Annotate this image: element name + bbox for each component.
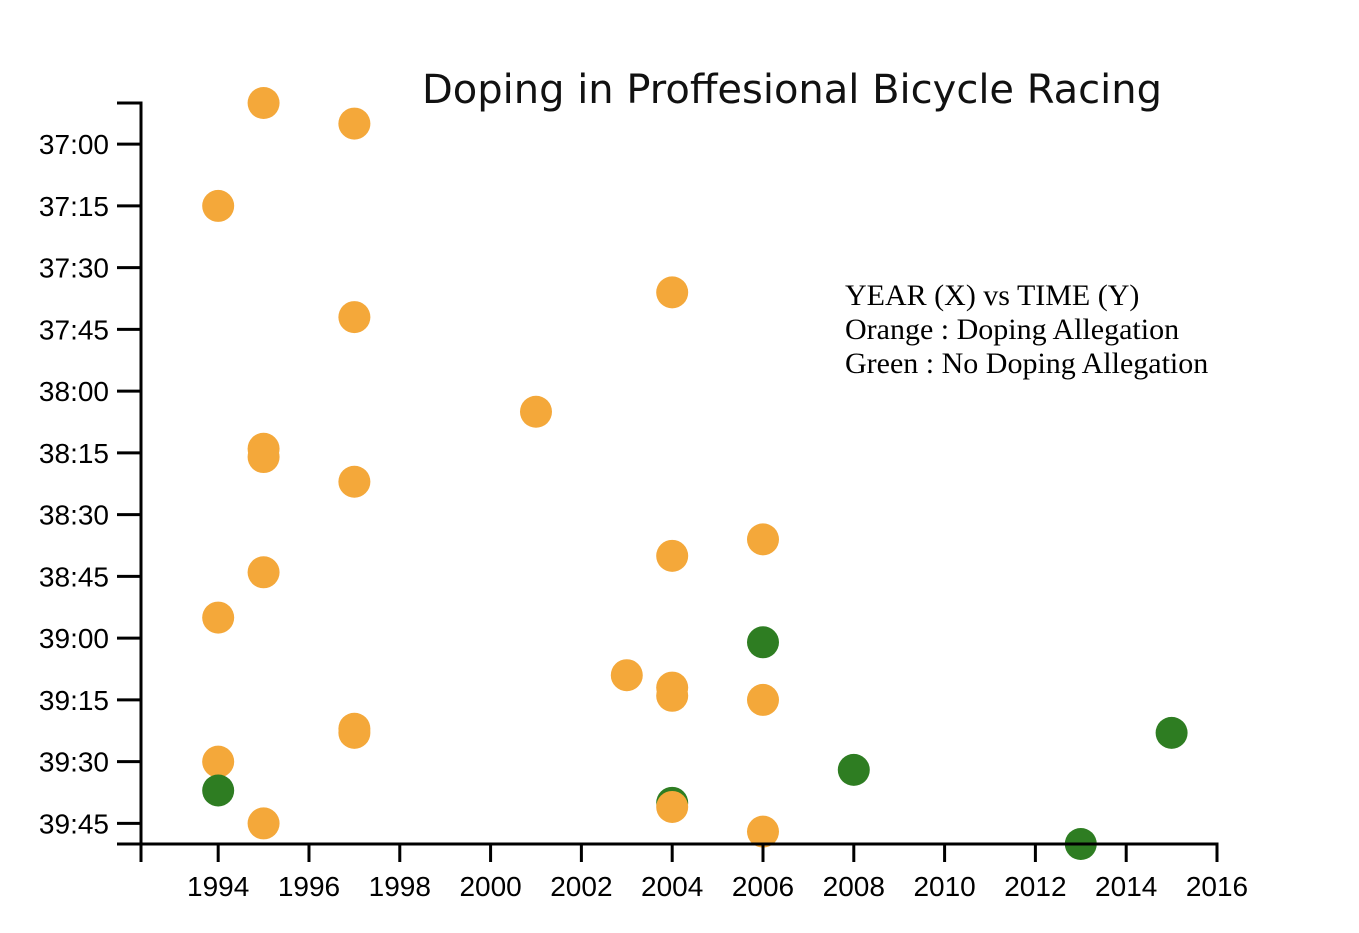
x-tick-label: 2008 — [823, 871, 885, 902]
y-axis: 37:00 37:15 37:30 37:45 38:00 38:15 38:30 38:45… — [39, 101, 143, 846]
y-tick-label: 38:45 — [39, 561, 109, 592]
legend-line-1: YEAR (X) vs TIME (Y) — [845, 279, 1139, 312]
data-point — [746, 815, 779, 848]
data-point — [656, 679, 689, 712]
y-tick-label: 38:15 — [39, 438, 109, 469]
y-tick-label: 39:15 — [39, 685, 109, 716]
y-axis-line — [117, 101, 143, 846]
legend-line-2: Orange : Doping Allegation — [845, 313, 1179, 346]
y-tick-label: 39:30 — [39, 747, 109, 778]
data-point — [247, 441, 280, 474]
points-layer — [202, 87, 1188, 860]
x-tick-label: 2006 — [732, 871, 794, 902]
x-tick-label: 2004 — [641, 871, 703, 902]
x-tick-label: 1996 — [278, 871, 340, 902]
data-point — [1155, 716, 1188, 749]
legend-line-3: Green : No Doping Allegation — [845, 347, 1208, 380]
data-point — [837, 753, 870, 786]
x-axis: 1994 1996 1998 2000 2002 2004 2006 2008 2010 2012… — [139, 842, 1248, 902]
data-point — [247, 807, 280, 840]
data-point — [656, 790, 689, 823]
data-point — [746, 523, 779, 556]
data-point — [338, 301, 371, 334]
x-tick-label: 2002 — [550, 871, 612, 902]
x-tick-label: 2016 — [1186, 871, 1248, 902]
data-point — [202, 601, 235, 634]
data-point — [338, 107, 371, 140]
y-tick-label: 37:30 — [39, 253, 109, 284]
data-point — [656, 539, 689, 572]
x-axis-line — [139, 842, 1219, 862]
y-tick-label: 37:45 — [39, 314, 109, 345]
x-tick-label: 1998 — [369, 871, 431, 902]
y-tick-label: 37:00 — [39, 129, 109, 160]
data-point — [656, 276, 689, 309]
data-point — [338, 465, 371, 498]
data-point — [746, 683, 779, 716]
y-tick-label: 38:00 — [39, 376, 109, 407]
chart-title: Doping in Proffesional Bicycle Racing — [422, 67, 1162, 113]
data-point — [202, 189, 235, 222]
x-tick-label: 2000 — [459, 871, 521, 902]
data-point — [202, 745, 235, 778]
data-point — [247, 556, 280, 589]
data-point — [746, 626, 779, 659]
data-point — [202, 774, 235, 807]
x-tick-label: 2014 — [1095, 871, 1157, 902]
data-point — [519, 395, 552, 428]
data-point — [610, 659, 643, 692]
x-tick-label: 2012 — [1004, 871, 1066, 902]
y-tick-label: 37:15 — [39, 191, 109, 222]
data-point — [247, 87, 280, 119]
y-tick-label: 39:00 — [39, 623, 109, 654]
y-tick-label: 39:45 — [39, 808, 109, 839]
y-tick-label: 38:30 — [39, 500, 109, 531]
x-tick-label: 1994 — [187, 871, 249, 902]
x-tick-label: 2010 — [913, 871, 975, 902]
legend: YEAR (X) vs TIME (Y) Orange : Doping All… — [845, 279, 1208, 380]
data-point — [338, 716, 371, 749]
